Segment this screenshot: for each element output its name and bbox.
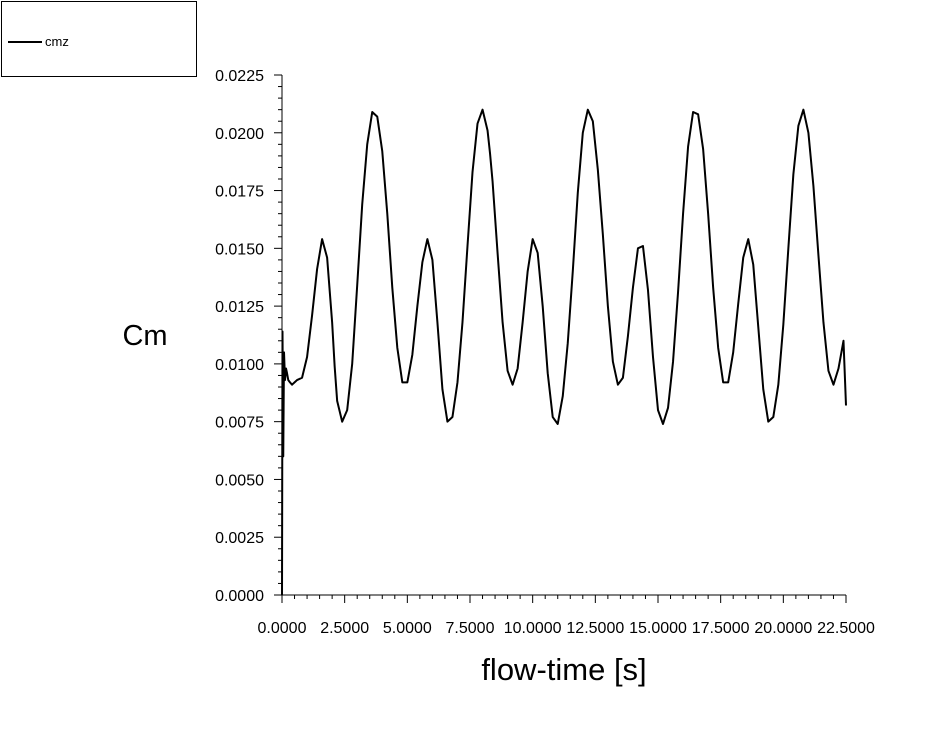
x-tick-label: 20.0000 <box>754 620 812 637</box>
y-tick-label: 0.0025 <box>215 530 264 547</box>
x-tick-label: 22.5000 <box>817 620 875 637</box>
x-tick-label: 10.0000 <box>504 620 562 637</box>
y-tick-label: 0.0075 <box>215 415 264 432</box>
x-tick-label: 12.5000 <box>566 620 624 637</box>
y-tick-label: 0.0225 <box>215 68 264 85</box>
y-tick-label: 0.0200 <box>215 126 264 143</box>
series-line-cmz <box>281 108 847 596</box>
legend: cmz <box>1 1 197 77</box>
y-tick-label: 0.0125 <box>215 299 264 316</box>
x-tick-label: 5.0000 <box>383 620 432 637</box>
x-tick-label: 7.5000 <box>446 620 495 637</box>
x-tick-label: 2.5000 <box>320 620 369 637</box>
tick-labels: 0.0000 0.0025 0.0050 0.0075 0.0100 0.0125 0.01… <box>215 68 875 637</box>
y-tick-label: 0.0050 <box>215 472 264 489</box>
x-tick-label: 15.0000 <box>629 620 687 637</box>
y-axis-title: Cm <box>122 320 167 352</box>
x-tick-label: 0.0000 <box>258 620 307 637</box>
legend-swatch <box>8 41 42 43</box>
legend-label: cmz <box>45 34 69 49</box>
y-tick-label: 0.0100 <box>215 357 264 374</box>
y-tick-label: 0.0000 <box>215 588 264 605</box>
x-axis-title: flow-time [s] <box>481 652 646 687</box>
y-tick-label: 0.0175 <box>215 184 264 201</box>
x-tick-label: 17.5000 <box>692 620 750 637</box>
y-tick-label: 0.0150 <box>215 241 264 258</box>
